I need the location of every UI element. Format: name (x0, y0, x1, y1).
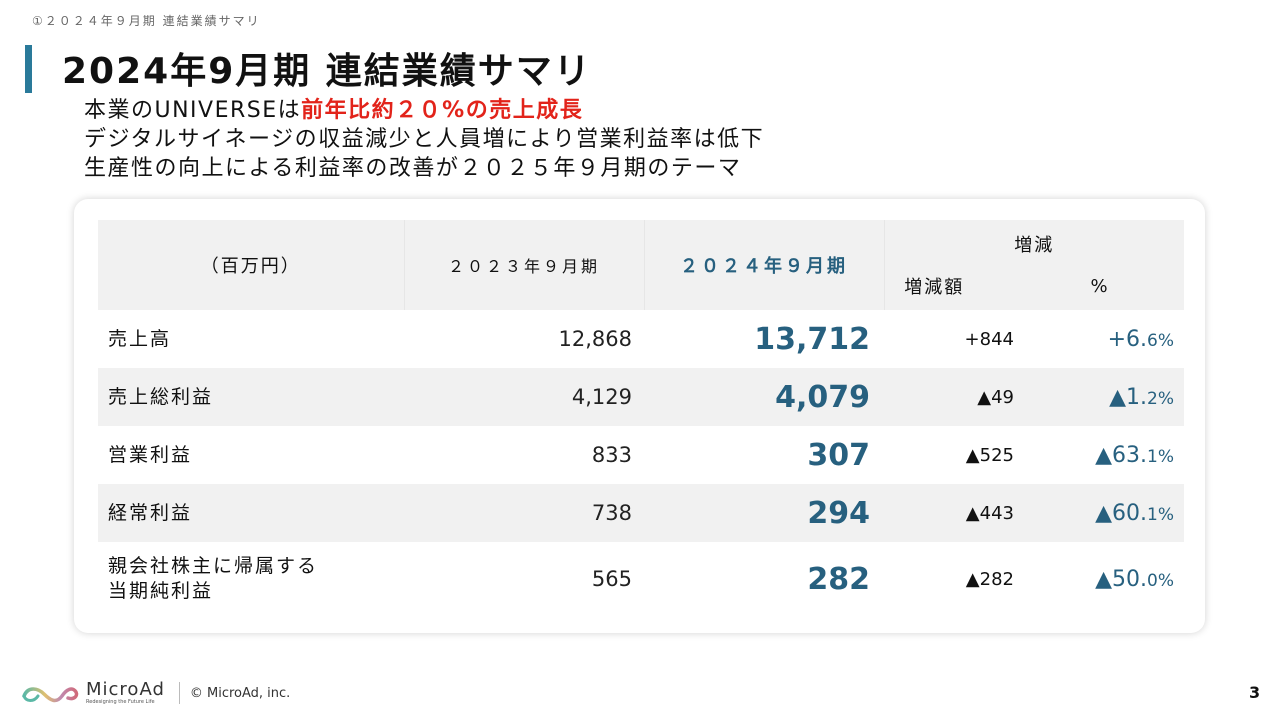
diff-amount: ▲443 (884, 484, 1014, 542)
bullet-line-1: 本業のUNIVERSEは前年比約２０%の売上成長 (84, 96, 764, 125)
bullet-line-3: 生産性の向上による利益率の改善が２０２５年９月期のテーマ (84, 156, 742, 181)
prev-value: 12,868 (558, 327, 632, 351)
cur-value: 13,712 (754, 321, 870, 357)
footer: MicroAd Redesigning the Future Life © Mi… (20, 678, 290, 708)
diff-amount: ▲525 (965, 444, 1014, 466)
row-label-line1: 親会社株主に帰属する (108, 555, 319, 577)
pct-small: 6% (1147, 330, 1174, 351)
summary-bullets: 本業のUNIVERSEは前年比約２０%の売上成長 デジタルサイネージの収益減少と… (84, 96, 764, 183)
pct-main: ▲60. (1095, 500, 1148, 526)
pct-main: ▲1. (1109, 384, 1148, 410)
cur-value: 282 (807, 561, 870, 597)
table-subheader-row: 増減額 % (98, 262, 1184, 310)
diff-pct: ▲1.2% (1014, 368, 1184, 426)
header-unit: （百万円） (98, 220, 405, 310)
row-label: 親会社株主に帰属する 当期純利益 (98, 542, 404, 616)
title-accent-bar (25, 45, 32, 93)
page-title: 2024年9月期 連結業績サマリ (62, 51, 592, 92)
table-row: 営業利益 833 307 ▲525 ▲63.1% (98, 426, 1184, 484)
pct-small: 0% (1147, 570, 1174, 591)
diff-pct: +6.6% (1014, 310, 1184, 368)
table-row: 売上高 12,868 13,712 +844 +6.6% (98, 310, 1184, 368)
copyright: © MicroAd, inc. (189, 685, 291, 701)
row-label: 売上高 (108, 327, 172, 350)
diff-pct: ▲63.1% (1014, 426, 1184, 484)
results-table: （百万円） ２０２３年９月期 ２０２４年９月期 増減 増減額 % 売上高 12,… (98, 220, 1184, 616)
pct-main: ▲63. (1095, 442, 1148, 468)
pct-small: 1% (1147, 446, 1174, 467)
table-row: 親会社株主に帰属する 当期純利益 565 282 ▲282 ▲50.0% (98, 542, 1184, 616)
row-label-line2: 当期純利益 (108, 580, 214, 602)
diff-pct: ▲60.1% (1014, 484, 1184, 542)
breadcrumb: ①２０２４年９月期 連結業績サマリ (32, 14, 261, 28)
logo-text: MicroAd Redesigning the Future Life (86, 679, 165, 706)
table-row: 売上総利益 4,129 4,079 ▲49 ▲1.2% (98, 368, 1184, 426)
header-diff-group: 増減 (884, 220, 1184, 262)
prev-value: 738 (404, 484, 644, 542)
pct-small: 1% (1147, 504, 1174, 525)
logo-name: MicroAd (86, 679, 165, 700)
header-prev-year: ２０２３年９月期 (404, 220, 645, 310)
logo-tagline: Redesigning the Future Life (86, 699, 155, 705)
cur-value: 307 (807, 437, 870, 473)
cur-value: 294 (644, 484, 884, 542)
bullet-line-2: デジタルサイネージの収益減少と人員増により営業利益率は低下 (84, 127, 765, 152)
table-header-row: （百万円） ２０２３年９月期 ２０２４年９月期 増減 (98, 220, 1184, 310)
pct-main: ▲50. (1095, 566, 1148, 592)
pct-small: 2% (1147, 388, 1174, 409)
header-cur-year: ２０２４年９月期 (644, 220, 885, 310)
cur-value: 4,079 (644, 368, 884, 426)
prev-value: 565 (591, 567, 632, 591)
diff-pct: ▲50.0% (1014, 542, 1184, 616)
results-card: （百万円） ２０２３年９月期 ２０２４年９月期 増減 増減額 % 売上高 12,… (74, 199, 1205, 633)
table-row: 経常利益 738 294 ▲443 ▲60.1% (98, 484, 1184, 542)
diff-amount: ▲282 (965, 568, 1014, 590)
bullet-text: 本業のUNIVERSEは (84, 98, 302, 123)
row-label: 営業利益 (108, 443, 193, 466)
footer-divider (178, 682, 180, 704)
diff-amount: +844 (964, 328, 1014, 350)
bullet-highlight: 前年比約２０%の売上成長 (301, 98, 584, 123)
diff-amount: ▲49 (884, 368, 1014, 426)
row-label: 経常利益 (98, 484, 404, 542)
prev-value: 833 (591, 443, 632, 467)
header-diff-pct: % (1014, 262, 1184, 310)
pct-main: +6. (1107, 326, 1148, 352)
prev-value: 4,129 (404, 368, 644, 426)
header-diff-amount: 増減額 (884, 262, 1014, 310)
microad-logo-icon (22, 687, 79, 703)
row-label: 売上総利益 (98, 368, 404, 426)
page-number: 3 (1249, 683, 1261, 702)
